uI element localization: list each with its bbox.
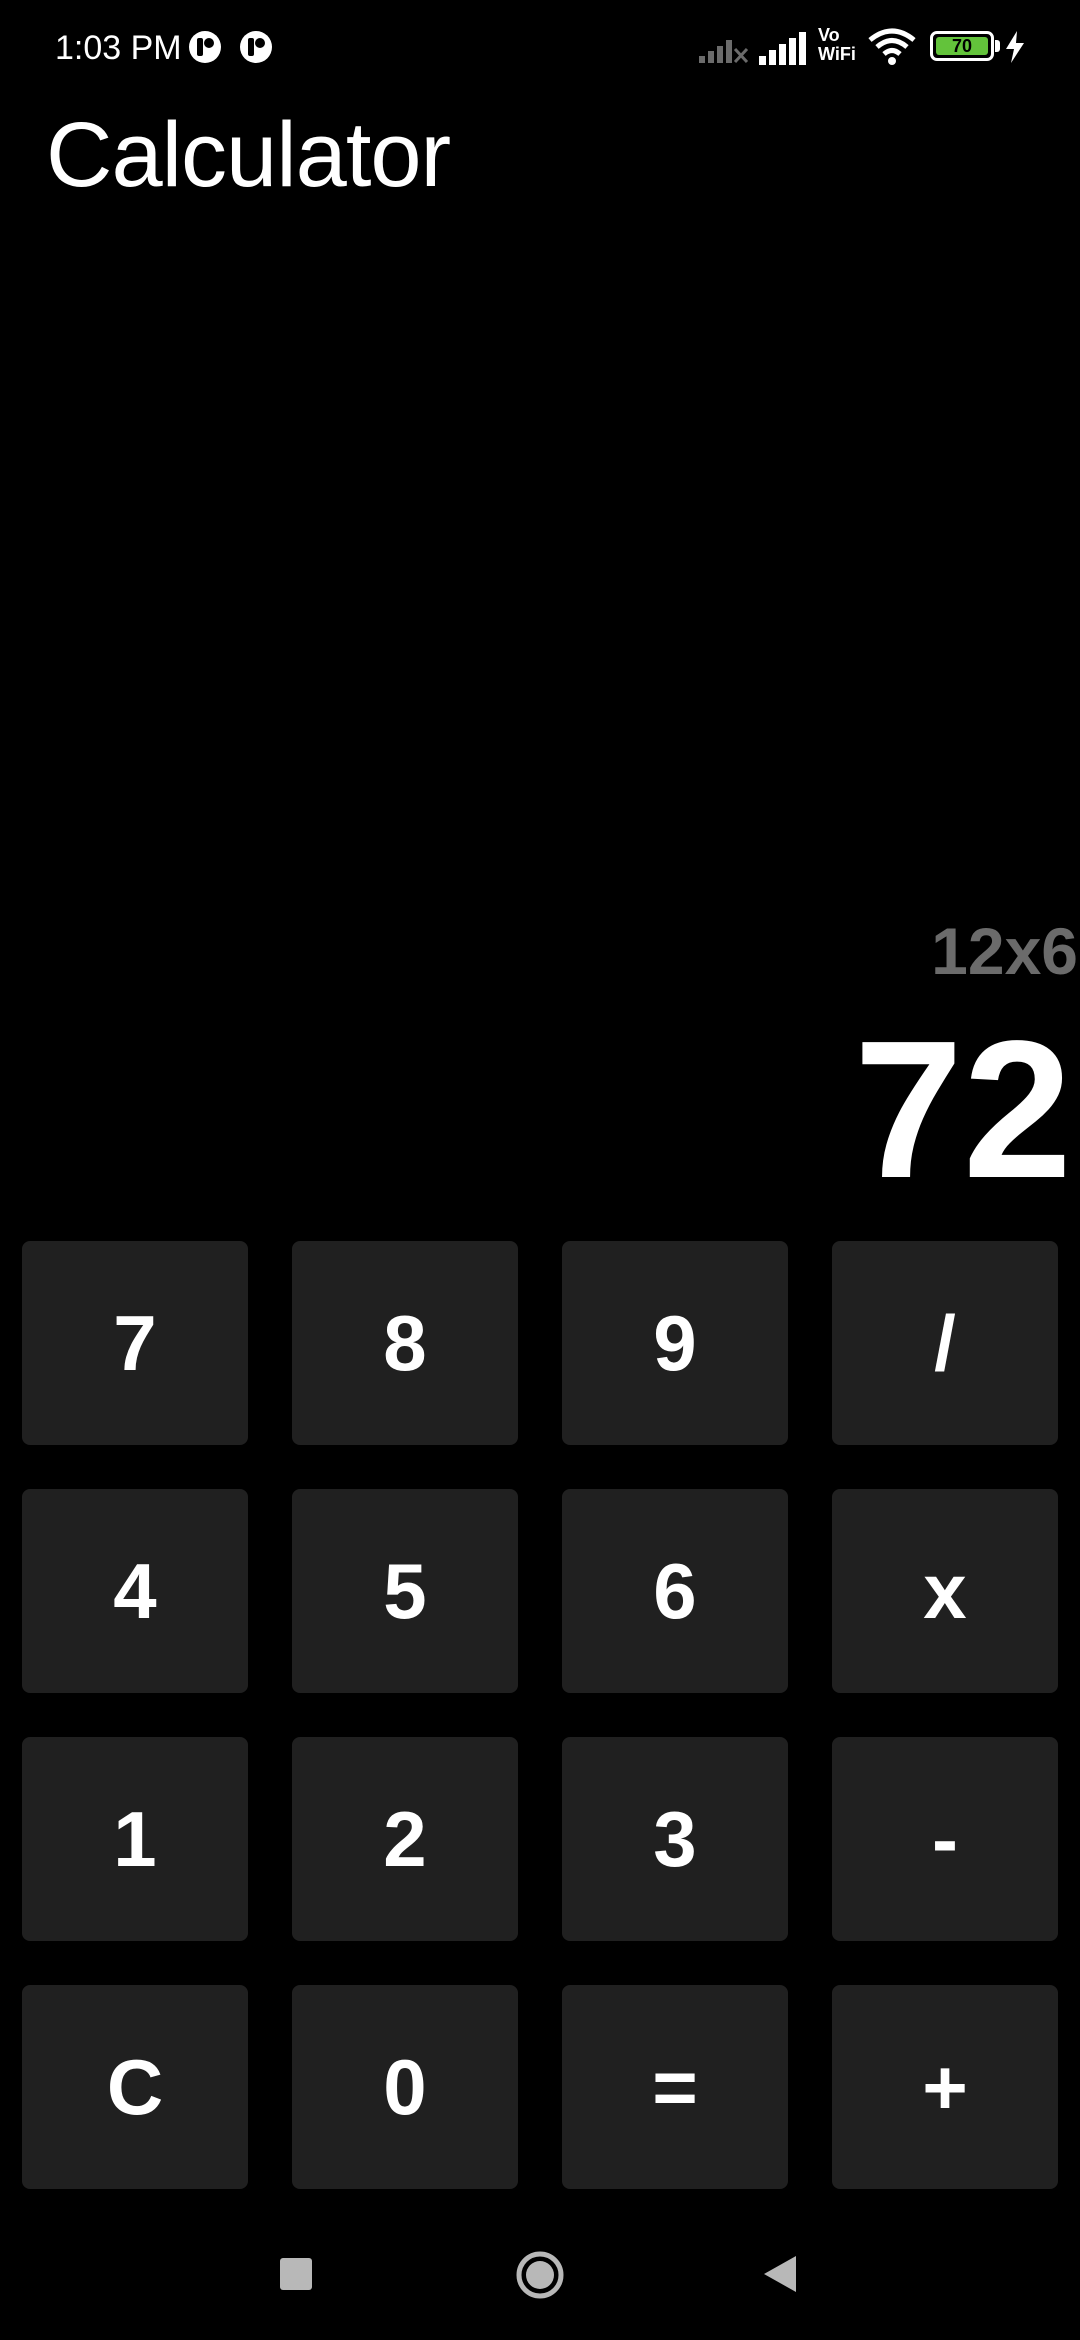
status-time: 1:03 PM [55,29,182,67]
key-6[interactable]: 6 [562,1489,788,1693]
app-notification-icon [240,31,272,63]
key-5[interactable]: 5 [292,1489,518,1693]
recents-icon[interactable] [280,2258,312,2290]
keypad: 7 8 9 / 4 5 6 x 1 2 3 - C 0 = + [22,1241,1059,2189]
vowifi-icon: Vo WiFi [818,26,860,64]
key-2[interactable]: 2 [292,1737,518,1941]
key-clear[interactable]: C [22,1985,248,2189]
page-title: Calculator [46,104,451,206]
battery-fill: 70 [936,36,988,56]
key-add[interactable]: + [832,1985,1058,2189]
key-1[interactable]: 1 [22,1737,248,1941]
key-7[interactable]: 7 [22,1241,248,1445]
charging-icon [1006,31,1024,63]
app-notification-icon [189,31,221,63]
expression-display: 12x6 [931,914,1078,988]
key-3[interactable]: 3 [562,1737,788,1941]
vowifi-label-line1: Vo [818,25,840,45]
vowifi-label-line2: WiFi [818,44,856,64]
navigation-bar [0,2210,1080,2340]
battery-nub [995,40,1000,52]
battery-icon: 70 [930,31,994,61]
key-multiply[interactable]: x [832,1489,1058,1693]
result-display: 72 [853,1000,1072,1219]
key-4[interactable]: 4 [22,1489,248,1693]
key-8[interactable]: 8 [292,1241,518,1445]
signal-icon [759,32,806,65]
key-equals[interactable]: = [562,1985,788,2189]
key-9[interactable]: 9 [562,1241,788,1445]
back-icon[interactable] [762,2254,798,2294]
wifi-icon [868,28,916,65]
key-subtract[interactable]: - [832,1737,1058,1941]
key-0[interactable]: 0 [292,1985,518,2189]
status-bar: 1:03 PM Vo WiFi 70 [0,0,1080,96]
battery-level: 70 [951,36,973,56]
home-icon[interactable] [515,2250,565,2300]
no-signal-icon [699,40,749,64]
key-divide[interactable]: / [832,1241,1058,1445]
